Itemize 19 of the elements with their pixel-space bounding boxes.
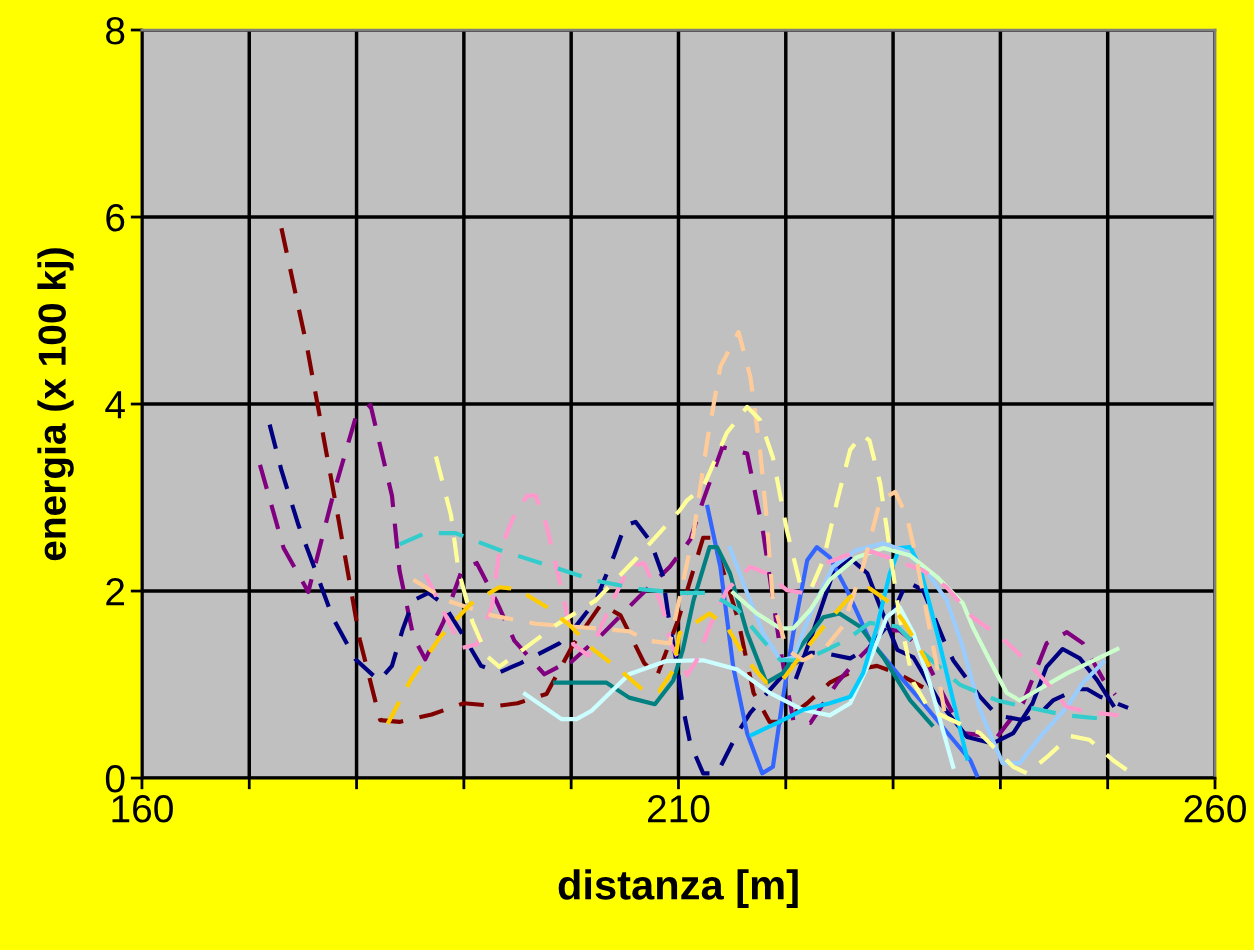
y-axis-title: energia (x 100 kj)	[37, 248, 74, 561]
x-tick-label: 160	[112, 795, 173, 823]
line-series	[731, 545, 1120, 703]
line-series	[397, 530, 1100, 721]
line-series	[522, 604, 956, 769]
x-tick-label: 210	[647, 795, 710, 823]
line-series	[824, 549, 1121, 718]
line-series	[279, 226, 926, 725]
line-series	[385, 585, 932, 726]
line-series	[423, 493, 819, 678]
y-tick-label: 6	[106, 203, 125, 232]
y-tick-label: 2	[106, 577, 125, 606]
x-tick-label: 260	[1184, 795, 1246, 823]
y-tick-label: 4	[105, 391, 125, 419]
line-series	[267, 422, 1131, 776]
x-axis-title: distanza [m]	[558, 869, 798, 908]
line-series	[552, 545, 934, 727]
y-tick-label: 8	[106, 16, 125, 45]
y-tick-label: 0	[105, 764, 125, 793]
